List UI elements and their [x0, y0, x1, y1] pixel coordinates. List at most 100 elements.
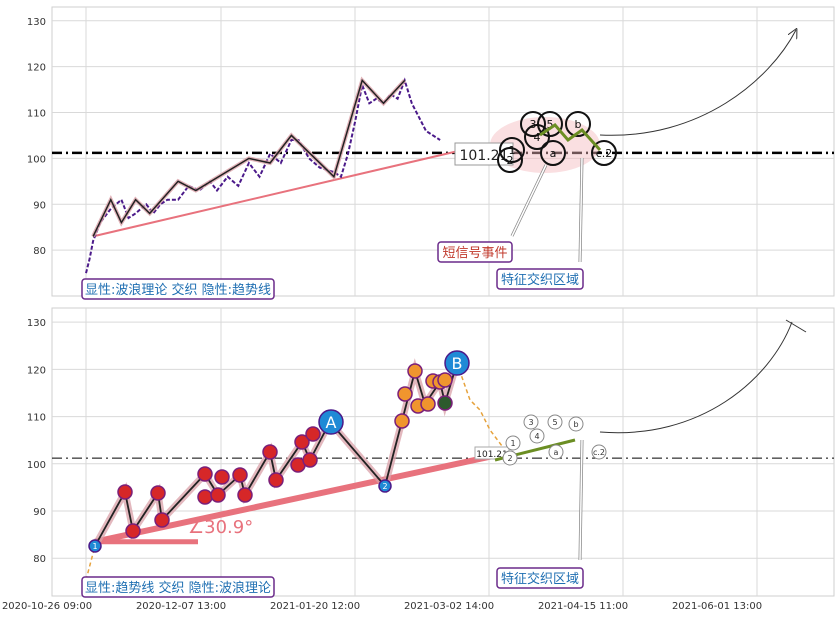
y-tick-label: 80	[33, 554, 46, 565]
event-circle-label: a	[554, 448, 559, 457]
wave-marker-red	[197, 466, 213, 482]
bottom-panel: 8090100110120130∠30.9°12AB101.2112345abc…	[2, 307, 835, 612]
wave-marker-red	[268, 472, 284, 488]
event-circle	[524, 124, 550, 150]
annotation-feature-zone: 特征交织区域	[501, 571, 579, 587]
legend-box	[81, 278, 275, 300]
event-circle	[540, 140, 566, 166]
event-circle	[502, 450, 518, 466]
x-tick-label: 2021-04-15 11:00	[538, 601, 628, 612]
event-circle-label: c.2	[593, 448, 605, 457]
event-circle	[523, 414, 539, 430]
wave-label-circle	[444, 350, 470, 376]
event-circle-label: 3	[528, 418, 533, 427]
y-tick-label: 100	[27, 154, 46, 165]
event-circle	[505, 435, 521, 451]
event-circle	[520, 111, 546, 137]
y-tick-label: 80	[33, 246, 46, 257]
wave-marker-red	[150, 485, 166, 501]
y-tick-label: 120	[27, 63, 46, 74]
wave-marker-red	[305, 426, 321, 442]
x-tick-label: 2021-01-20 12:00	[270, 601, 360, 612]
plot-frame	[51, 307, 835, 597]
annotation-arrow-inner	[511, 164, 547, 237]
event-circle-label: 4	[534, 131, 541, 144]
event-circle-label: 2	[507, 154, 514, 167]
y-tick-label: 130	[27, 318, 46, 329]
event-circle	[529, 428, 545, 444]
top-panel: 80 90 100 110 120 130 101.21 12 345 a b c.2 短信号事件特征交…	[27, 6, 835, 300]
annotation-box	[496, 268, 584, 290]
event-circle	[499, 137, 525, 163]
x-tick-label: 2021-03-02 14:00	[404, 601, 494, 612]
y-tick-label: 100	[27, 460, 46, 471]
event-circle-label: 1	[509, 144, 516, 157]
wave-marker-red	[214, 469, 230, 485]
event-circle	[591, 444, 607, 460]
wave-marker-orange	[394, 413, 410, 429]
future-path	[456, 362, 506, 451]
event-circle-label: b	[575, 118, 582, 131]
event-circle	[591, 140, 617, 166]
annotation-arrow-inner	[579, 439, 583, 561]
event-circle-label: b	[573, 420, 578, 429]
reference-label: 101.21	[476, 450, 508, 460]
event-circle	[497, 147, 523, 173]
wave-label-circle	[318, 409, 344, 435]
event-circle	[537, 111, 563, 137]
wave-marker-red	[262, 444, 278, 460]
wave-marker-orange	[407, 363, 423, 379]
event-circle	[568, 416, 584, 432]
event-circle	[548, 444, 564, 460]
green-wave-segment	[539, 123, 602, 152]
x-tick-label: 2020-12-07 13:00	[136, 601, 226, 612]
y-tick-label: 120	[27, 365, 46, 376]
annotation-box	[437, 241, 513, 263]
wave-label-text: B	[452, 354, 463, 373]
trend-angle-label: ∠30.9°	[188, 517, 253, 538]
event-circle-label: a	[550, 147, 557, 160]
y-tick-label: 110	[27, 109, 46, 120]
event-circle-label: 3	[530, 118, 537, 131]
wave-marker-red	[197, 489, 213, 505]
projection-arrow-head	[785, 319, 807, 333]
annotation-short-signal: 短信号事件	[442, 246, 507, 261]
reference-label: 101.21	[460, 148, 509, 164]
wave-marker-red	[154, 512, 170, 528]
wave-line	[92, 78, 406, 237]
wave-marker-orange	[437, 372, 453, 388]
event-circle-label: 4	[534, 432, 539, 441]
y-tick-label: 110	[27, 413, 46, 424]
wave-marker-red	[125, 523, 141, 539]
wave-marker-red	[117, 484, 133, 500]
wave-marker-red	[302, 452, 318, 468]
wave-marker-red	[232, 467, 248, 483]
wave-marker-orange	[397, 386, 413, 402]
wave-marker-red	[210, 487, 226, 503]
wave-marker-red	[294, 434, 310, 450]
wave-label-text: 1	[92, 542, 97, 551]
x-tick-label: 2021-06-01 13:00	[672, 601, 762, 612]
projection-arrow	[599, 30, 796, 136]
wave-label-text: A	[326, 413, 337, 432]
wave-marker-dark	[437, 395, 453, 411]
projection-arrow	[599, 321, 793, 434]
legend-text: 显性:波浪理论 交织 隐性:趋势线	[85, 282, 271, 298]
wave-label-text: 2	[382, 482, 387, 491]
y-tick-label: 90	[33, 200, 46, 211]
wave-label-circle	[88, 539, 102, 553]
legend-box	[81, 576, 275, 598]
wave-marker-orange	[420, 396, 436, 412]
event-circle-label: 5	[547, 118, 554, 131]
annotation-box	[496, 567, 584, 589]
event-circle-label: 5	[552, 418, 557, 427]
wave-label-circle	[378, 479, 392, 493]
x-tick-label: 2020-10-26 09:00	[2, 601, 92, 612]
y-tick-label: 130	[27, 17, 46, 28]
event-circle	[547, 414, 563, 430]
legend-text: 显性:趋势线 交织 隐性:波浪理论	[85, 580, 271, 596]
event-circle-label: 1	[510, 439, 515, 448]
wave-marker-red	[237, 487, 253, 503]
